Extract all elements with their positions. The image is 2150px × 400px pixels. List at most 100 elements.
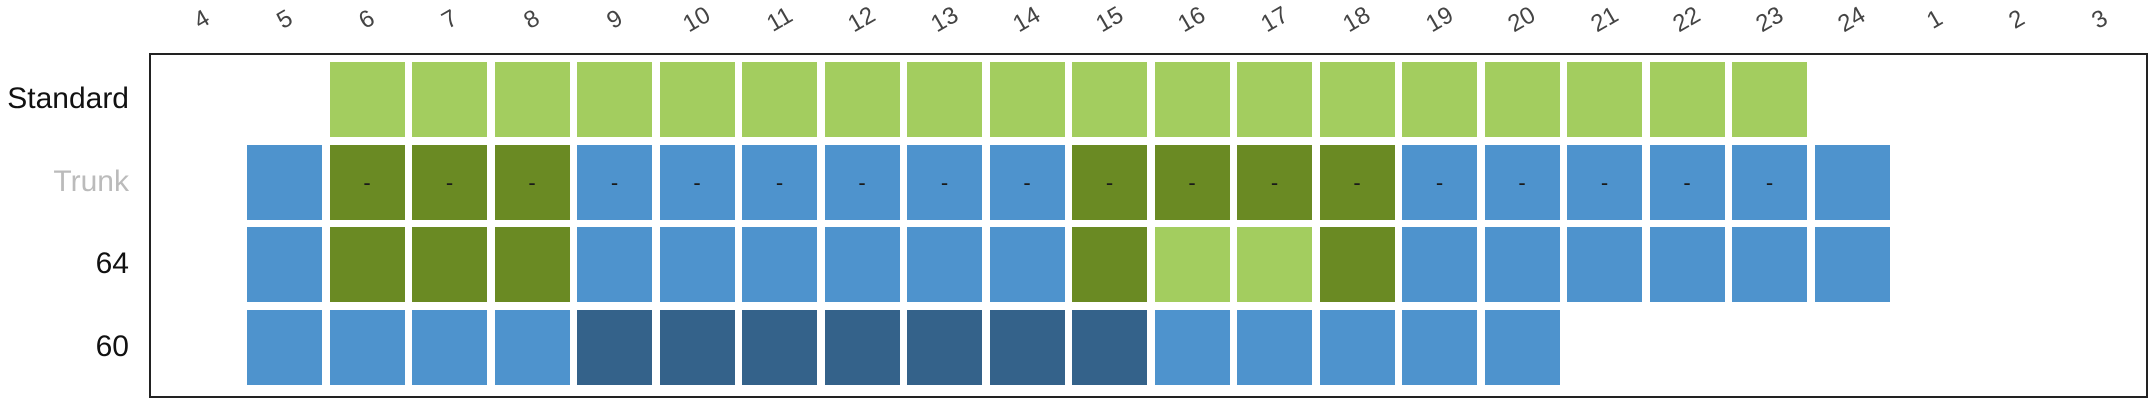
cell-text: -	[1105, 169, 1114, 195]
cell-text: -	[1188, 169, 1196, 195]
heatmap-cell	[1567, 62, 1642, 137]
cell-text: -	[1023, 169, 1031, 195]
heatmap-cell	[1484, 227, 1560, 302]
row-label: 60	[95, 329, 129, 363]
cell-text: -	[363, 169, 371, 195]
heatmap-cell	[1319, 227, 1395, 302]
cell-text: -	[1270, 169, 1279, 195]
heatmap-cell: -	[577, 144, 652, 220]
heatmap-cell	[1814, 144, 1890, 220]
heatmap-cell	[1402, 227, 1477, 302]
heatmap-cell	[1154, 227, 1230, 302]
hour-tick-label: 17	[1255, 1, 1293, 38]
heatmap-cell: -	[1319, 144, 1395, 220]
hour-tick-label: 1	[1921, 4, 1947, 35]
heatmap-cell	[329, 62, 405, 137]
heatmap-cell	[659, 62, 735, 137]
hour-tick-label: 22	[1668, 1, 1706, 38]
cell-text: -	[1518, 169, 1526, 195]
cell-text: -	[1600, 169, 1609, 195]
cell-text: -	[858, 169, 866, 195]
hour-tick-label: 19	[1420, 1, 1458, 38]
heatmap-cell	[494, 309, 570, 385]
heatmap-cell	[1649, 62, 1725, 137]
hour-tick-label: 21	[1585, 1, 1623, 38]
plot-frame	[149, 53, 2148, 398]
hour-tick-label: 5	[271, 4, 297, 35]
hour-tick-label: 11	[761, 1, 797, 38]
heatmap-cell: -	[1649, 144, 1725, 220]
heatmap-cell	[412, 62, 487, 137]
heatmap-cell	[907, 62, 982, 137]
heatmap-cell	[494, 227, 570, 302]
heatmap-cell	[742, 62, 817, 137]
heatmap-cell	[742, 227, 817, 302]
heatmap-cell: -	[412, 144, 487, 220]
hour-tick-label: 7	[436, 4, 462, 35]
heatmap-cell	[577, 227, 652, 302]
heatmap-cell	[1072, 309, 1147, 385]
heatmap-cell: -	[1567, 144, 1642, 220]
heatmap-cell	[247, 227, 322, 302]
hour-tick-label: 14	[1008, 1, 1046, 38]
heatmap-cell	[989, 309, 1065, 385]
heatmap-cell: -	[742, 144, 817, 220]
heatmap-cell	[1402, 62, 1477, 137]
heatmap-cell	[1072, 227, 1147, 302]
heatmap-cell	[1814, 227, 1890, 302]
heatmap-cell	[824, 309, 900, 385]
heatmap-cell	[1319, 62, 1395, 137]
heatmap-cell	[1154, 309, 1230, 385]
heatmap-cell: -	[1484, 144, 1560, 220]
heatmap-cell	[412, 227, 487, 302]
hour-tick-label: 15	[1090, 1, 1128, 38]
cell-text: -	[693, 169, 701, 195]
row-label: Standard	[7, 82, 129, 115]
heatmap-cell	[1732, 227, 1807, 302]
heatmap-cell	[907, 309, 982, 385]
heatmap-cell	[659, 309, 735, 385]
heatmap-cell	[1237, 62, 1312, 137]
cell-text: -	[1435, 169, 1444, 195]
heatmap-cell	[1567, 227, 1642, 302]
hour-tick-label: 18	[1338, 1, 1376, 38]
heatmap-cell	[577, 62, 652, 137]
heatmap-cell	[494, 62, 570, 137]
cell-text: -	[610, 169, 619, 195]
hour-tick-label: 12	[843, 1, 881, 38]
heatmap-cell	[1154, 62, 1230, 137]
heatmap-cell	[1649, 227, 1725, 302]
cell-text: -	[1765, 169, 1774, 195]
heatmap-cell	[1237, 227, 1312, 302]
heatmap-cell: -	[824, 144, 900, 220]
heatmap-cell: -	[494, 144, 570, 220]
heatmap-cell	[1237, 309, 1312, 385]
heatmap-cell: -	[1154, 144, 1230, 220]
cell-text: -	[1353, 169, 1361, 195]
hour-tick-label: 23	[1750, 1, 1788, 38]
hour-tick-label: 2	[2004, 4, 2030, 35]
hour-tick-label: 9	[601, 4, 627, 35]
hour-tick-label: 24	[1833, 1, 1871, 38]
hour-tick-label: 16	[1173, 1, 1211, 38]
cell-text: -	[528, 169, 536, 195]
heatmap-cell	[247, 309, 322, 385]
heatmap-cell	[247, 144, 322, 220]
heatmap-cell	[824, 227, 900, 302]
heatmap-cell	[824, 62, 900, 137]
heatmap-cell: -	[989, 144, 1065, 220]
heatmap-cell	[1319, 309, 1395, 385]
row-label: Trunk	[53, 164, 129, 198]
cell-text: -	[940, 169, 949, 195]
heatmap-cell: -	[1072, 144, 1147, 220]
heatmap-cell	[1072, 62, 1147, 137]
heatmap-cell: -	[1732, 144, 1807, 220]
hour-tick-label: 8	[519, 4, 545, 35]
hour-tick-label: 6	[354, 4, 380, 35]
cell-text: -	[1683, 169, 1691, 195]
heatmap-cell	[1402, 309, 1477, 385]
heatmap-cell: -	[659, 144, 735, 220]
heatmap-cell	[329, 309, 405, 385]
cell-text: -	[445, 169, 454, 195]
hour-axis: 4 5 6 7 8 9 10 11 12 13 14 15 16 17 18 19 20 21 22 23 24 1 2 3	[0, 0, 2150, 50]
